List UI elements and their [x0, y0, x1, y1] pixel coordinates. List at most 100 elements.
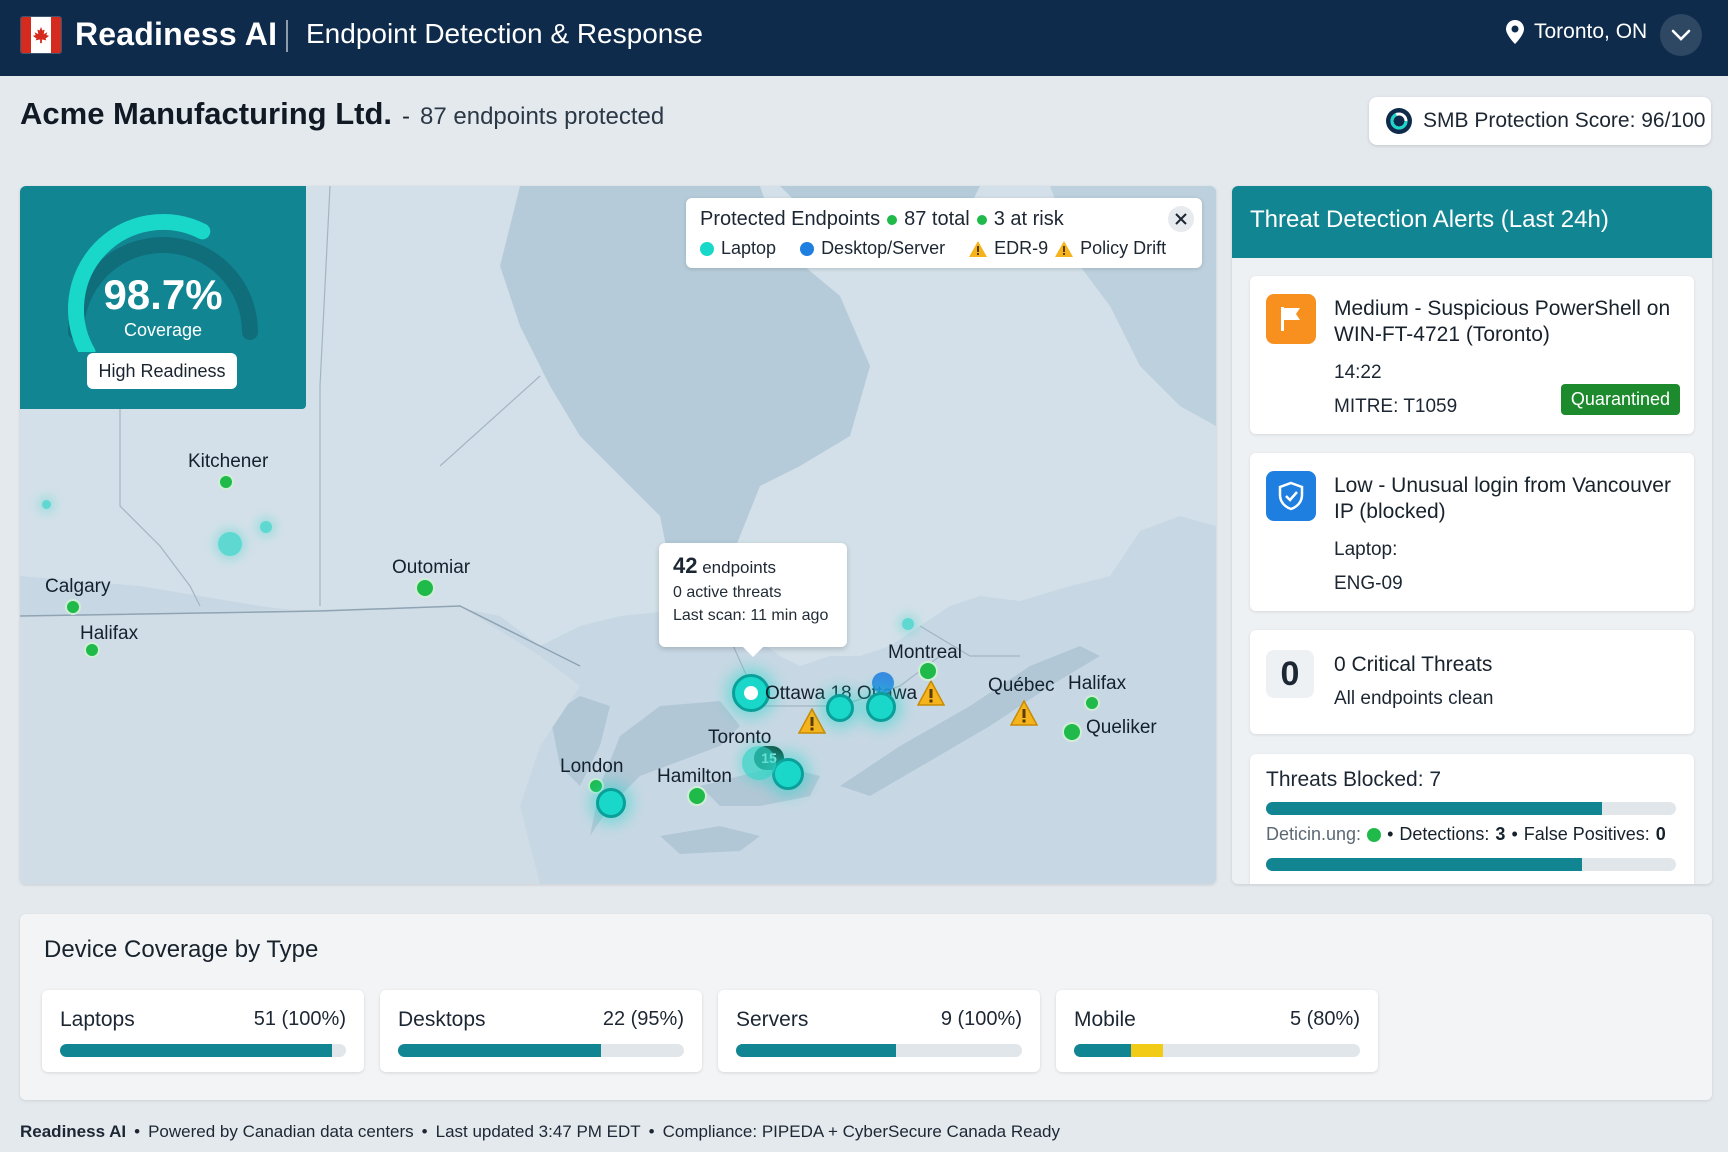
brand-divider [286, 20, 288, 52]
footer: Readiness AI • Powered by Canadian data … [20, 1122, 1060, 1142]
endpoint-pin[interactable] [84, 642, 100, 658]
endpoint-map[interactable]: 98.7% Coverage High Readiness Protected … [20, 186, 1216, 884]
device-card-laptops[interactable]: Laptops 51 (100%) [42, 990, 364, 1072]
endpoint-tooltip: 42 endpoints 0 active threats Last scan:… [659, 543, 847, 657]
brand-name: Readiness AI [75, 16, 278, 52]
device-coverage-fill [60, 1044, 332, 1057]
protection-score-badge[interactable]: SMB Protection Score: 96/100 [1369, 97, 1711, 145]
endpoint-pin[interactable] [866, 692, 896, 722]
endpoint-pin[interactable] [588, 778, 604, 794]
endpoint-pin[interactable] [742, 746, 776, 780]
canada-flag-icon [20, 16, 62, 54]
separator: • [1511, 824, 1518, 844]
alert-title: Low - Unusual login from Vancouver IP (b… [1334, 474, 1671, 523]
device-card-mobile[interactable]: Mobile 5 (80%) [1056, 990, 1378, 1072]
legend-desktop: Desktop/Server [821, 238, 946, 258]
device-warning-fill [1131, 1044, 1163, 1057]
false-positives-count: 0 [1655, 824, 1666, 844]
endpoint-pin[interactable] [42, 500, 51, 509]
warning-icon [969, 240, 988, 257]
laptop-dot-icon [700, 241, 714, 256]
alert-card-medium[interactable]: Medium - Suspicious PowerShell on WIN-FT… [1250, 276, 1694, 434]
location-selector[interactable]: Toronto, ON [1506, 20, 1647, 44]
endpoint-pin[interactable] [902, 618, 914, 630]
device-type: Laptops [60, 1008, 135, 1031]
org-endpoint-count: 87 endpoints protected [420, 103, 665, 130]
status-dot-icon [1367, 827, 1382, 842]
endpoint-pin[interactable] [687, 786, 707, 806]
shield-check-icon [1266, 471, 1316, 521]
warning-icon [1055, 240, 1074, 257]
endpoint-pin[interactable] [772, 758, 804, 790]
device-coverage-bar [1074, 1044, 1360, 1057]
device-coverage-fill [1074, 1044, 1132, 1057]
blocked-progress-bar [1266, 802, 1676, 815]
endpoint-pin[interactable] [918, 661, 938, 681]
detections-count: 3 [1495, 824, 1506, 844]
desktop-pin[interactable] [872, 672, 894, 694]
map-base [20, 186, 1216, 884]
separator: • [648, 1122, 655, 1141]
city-label-quebec: Québec [988, 675, 1055, 696]
footer-compliance: Compliance: PIPEDA + CyberSecure Canada … [662, 1122, 1060, 1141]
device-coverage-panel: Device Coverage by Type Laptops 51 (100%… [20, 914, 1712, 1100]
alert-card-low[interactable]: Low - Unusual login from Vancouver IP (b… [1250, 453, 1694, 611]
detections-progress-bar [1266, 858, 1676, 871]
protection-score-label: SMB Protection Score: 96/100 [1423, 109, 1706, 132]
endpoint-pin[interactable] [218, 532, 242, 556]
endpoint-pin[interactable] [826, 694, 854, 722]
location-label: Toronto, ON [1534, 20, 1648, 43]
warning-icon[interactable] [917, 680, 945, 706]
endpoint-pin[interactable] [1062, 722, 1082, 742]
legend-laptop: Laptop [721, 238, 777, 258]
endpoint-pin[interactable] [415, 578, 435, 598]
readiness-badge: High Readiness [87, 353, 237, 389]
alert-time: 14:22 [1334, 362, 1382, 383]
endpoint-pin[interactable] [65, 599, 81, 615]
device-count: 9 (100%) [940, 1008, 1022, 1030]
device-count: 51 (100%) [253, 1008, 346, 1030]
threat-alerts-panel: Threat Detection Alerts (Last 24h) Mediu… [1232, 186, 1712, 884]
endpoint-pin[interactable] [1084, 695, 1100, 711]
device-coverage-title: Device Coverage by Type [44, 936, 319, 963]
separator: • [1387, 824, 1394, 844]
flag-icon [1266, 294, 1316, 344]
city-label-hamilton: Hamilton [657, 766, 732, 787]
threats-blocked-card: Threats Blocked: 7 Deticin.ung: • Detect… [1250, 754, 1694, 884]
endpoint-pin[interactable] [596, 788, 626, 818]
tooltip-scan: Last scan: 11 min ago [673, 607, 829, 624]
legend-at-risk: 3 at risk [993, 208, 1064, 230]
device-card-servers[interactable]: Servers 9 (100%) [718, 990, 1040, 1072]
location-dropdown-button[interactable] [1660, 14, 1702, 56]
city-label-toronto: Toronto [708, 727, 772, 748]
critical-count: 0 [1266, 650, 1314, 698]
city-label-london: London [560, 756, 624, 777]
endpoint-pin[interactable] [218, 474, 234, 490]
alert-title: Medium - Suspicious PowerShell on WIN-FT… [1334, 297, 1671, 346]
legend-close-button[interactable] [1168, 206, 1194, 232]
score-ring-icon [1386, 108, 1412, 134]
threats-blocked-title: Threats Blocked: 7 [1266, 768, 1442, 791]
warning-icon[interactable] [1010, 700, 1038, 726]
at-risk-dot-icon [976, 214, 987, 225]
city-label-halifax: Halifax [80, 623, 139, 644]
chevron-down-icon [1671, 29, 1691, 41]
device-card-desktops[interactable]: Desktops 22 (95%) [380, 990, 702, 1072]
city-label-kitchener: Kitchener [188, 451, 269, 472]
location-pin-icon [1506, 20, 1524, 44]
device-coverage-bar [60, 1044, 346, 1057]
top-bar: Readiness AI Endpoint Detection & Respon… [0, 0, 1728, 76]
endpoint-pin[interactable] [260, 521, 272, 533]
separator: • [134, 1122, 141, 1141]
legend-title: Protected Endpoints [700, 208, 881, 230]
detecting-label: Deticin.ung: [1266, 824, 1362, 844]
detections-label: Detections: [1399, 824, 1490, 844]
warning-icon[interactable] [798, 708, 826, 734]
alert-device-type: Laptop: [1334, 539, 1398, 560]
critical-threats-card[interactable]: 0 0 Critical Threats All endpoints clean [1250, 630, 1694, 734]
legend-total: 87 total [904, 208, 970, 230]
separator: • [421, 1122, 428, 1141]
coverage-gauge [68, 214, 258, 352]
coverage-label: Coverage [123, 320, 203, 340]
false-positives-label: False Positives: [1523, 824, 1650, 844]
